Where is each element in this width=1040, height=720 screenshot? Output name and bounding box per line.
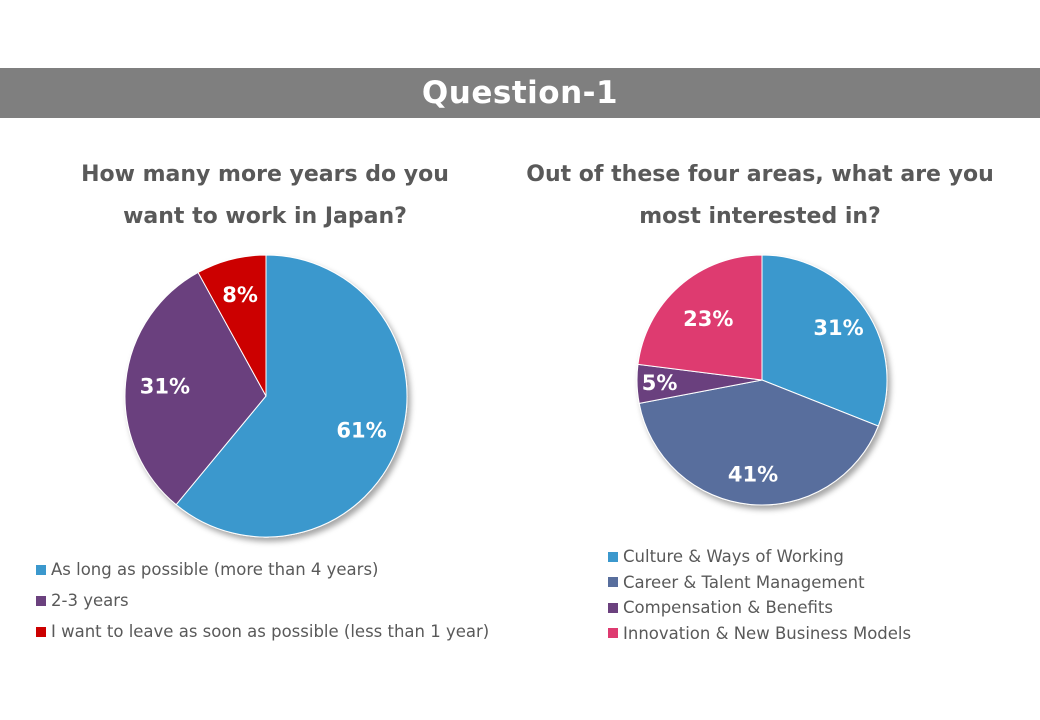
pie-data-label: 31%	[813, 316, 863, 340]
legend-label: Innovation & New Business Models	[623, 623, 912, 643]
legend-years: As long as possible (more than 4 years) 2…	[36, 554, 489, 647]
chart-title-line: most interested in?	[639, 204, 881, 229]
legend-item-culture-ways-of-working: Culture & Ways of Working	[608, 544, 911, 570]
legend-label: 2-3 years	[51, 591, 129, 610]
chart-title-line: How many more years do you	[81, 162, 449, 187]
pie-slice-2-3-years	[124, 271, 267, 506]
pie-data-label: 61%	[336, 418, 386, 442]
pie-slice-culture-ways-of-working	[761, 254, 888, 427]
legend-label: Culture & Ways of Working	[623, 547, 844, 567]
pie-data-label: 31%	[140, 374, 190, 398]
legend-item-career-talent-management: Career & Talent Management	[608, 570, 911, 596]
legend-item-compensation-benefits: Compensation & Benefits	[608, 595, 911, 621]
legend-item-i-want-to-leave-as-soon-as-possible-less-than-1-year: I want to leave as soon as possible (les…	[36, 616, 489, 647]
pie-data-label: 5%	[642, 371, 678, 395]
pie-data-label: 23%	[683, 307, 733, 331]
legend-swatch	[36, 626, 46, 637]
legend-item-innovation-new-business-models: Innovation & New Business Models	[608, 621, 911, 647]
chart-title-line: want to work in Japan?	[123, 204, 407, 229]
legend-label: Career & Talent Management	[623, 572, 865, 592]
chart-title-areas: Out of these four areas, what are you mo…	[520, 154, 1000, 238]
pie-slice-innovation-new-business-models	[637, 254, 763, 381]
legend-label: Compensation & Benefits	[623, 598, 833, 618]
legend-swatch	[608, 551, 618, 562]
pie-data-label: 8%	[222, 283, 258, 307]
chart-title-years: How many more years do you want to work …	[40, 154, 490, 238]
legend-swatch	[608, 602, 618, 613]
pie-slice-i-want-to-leave-as-soon-as-possible-less-than-1-year	[197, 254, 267, 397]
legend-swatch	[608, 577, 618, 588]
page-title: Question-1	[421, 75, 619, 111]
pie-data-label: 41%	[728, 463, 778, 487]
pie-chart-years: 61% 31% 8%	[124, 254, 408, 538]
legend-item-as-long-as-possible-more-than-4-years: As long as possible (more than 4 years)	[36, 554, 489, 585]
legend-label: I want to leave as soon as possible (les…	[51, 622, 490, 641]
pie-slice-as-long-as-possible-more-than-4-years	[175, 254, 408, 538]
pie-chart-areas: 31% 41% 5% 23%	[636, 254, 888, 506]
legend-label: As long as possible (more than 4 years)	[51, 560, 379, 579]
legend-areas: Culture & Ways of Working Career & Talent…	[608, 544, 911, 646]
legend-swatch	[36, 564, 46, 575]
header-banner: Question-1	[0, 68, 1040, 118]
legend-swatch	[36, 595, 46, 606]
legend-swatch	[608, 628, 618, 639]
legend-item-2-3-years: 2-3 years	[36, 585, 489, 616]
chart-title-line: Out of these four areas, what are you	[526, 162, 994, 187]
pie-slice-career-talent-management	[638, 379, 879, 506]
